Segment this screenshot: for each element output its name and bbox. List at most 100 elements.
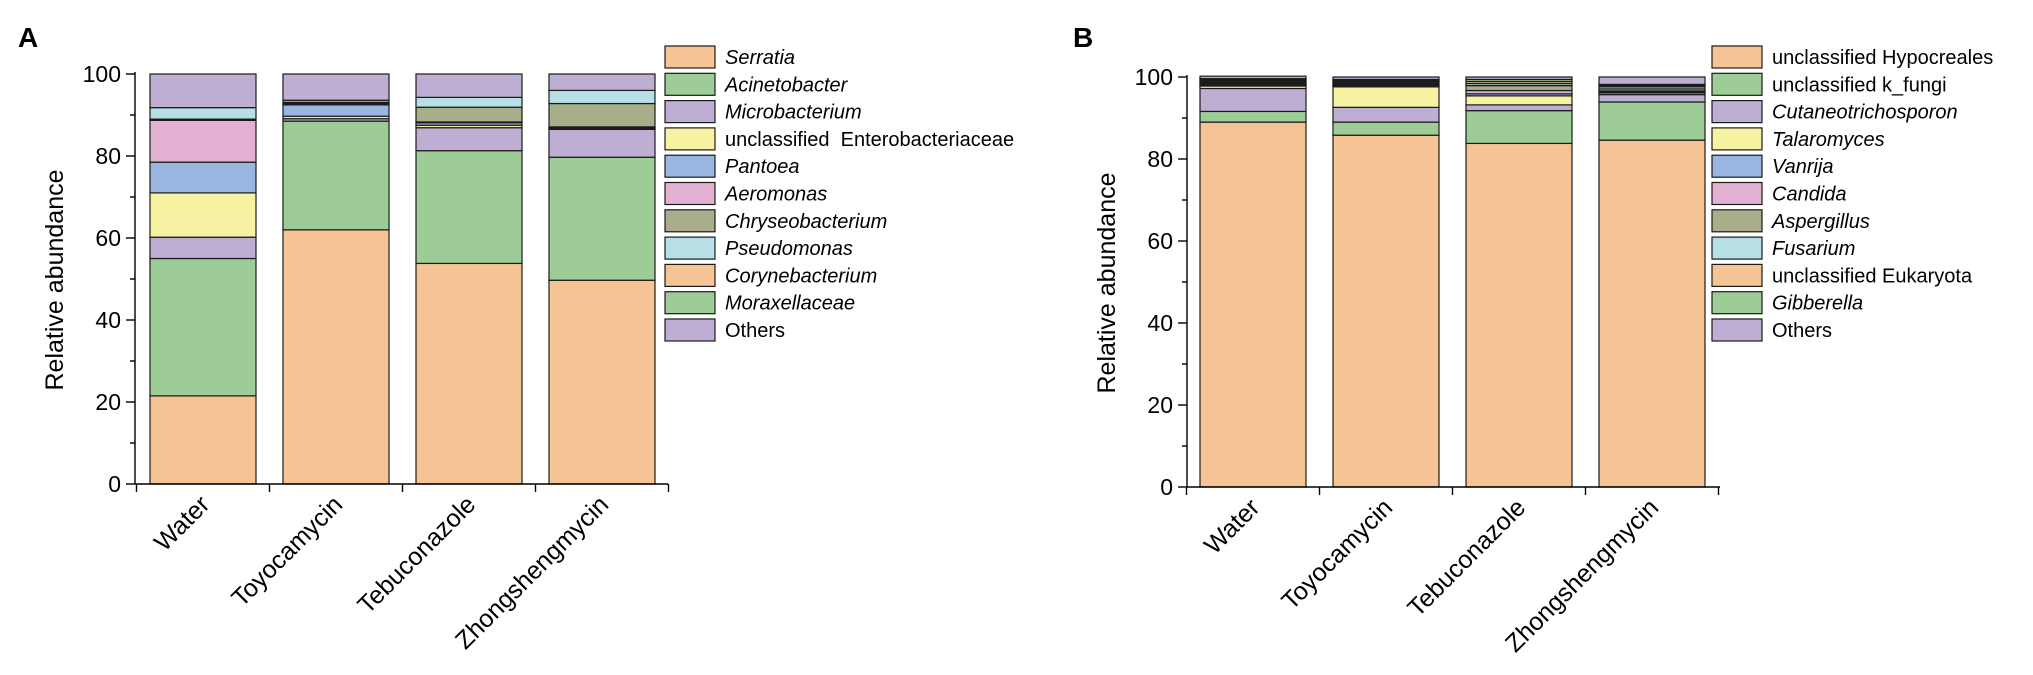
bar-segment-unclassified-hypocreales-zhongshengmycin bbox=[1598, 139, 1706, 488]
legend-swatch bbox=[664, 236, 716, 260]
bar-segment-serratia-tebuconazole bbox=[415, 262, 523, 485]
legend-item-vanrija: Vanrija bbox=[1711, 154, 1834, 178]
legend-swatch bbox=[664, 72, 716, 96]
legend-label: Pseudomonas bbox=[725, 238, 853, 260]
legend-swatch bbox=[664, 45, 716, 69]
bar-segment-chryseobacterium-zhongshengmycin bbox=[548, 102, 656, 128]
legend-item-fusarium: Fusarium bbox=[1711, 236, 1855, 260]
legend-label: Talaromyces bbox=[1772, 129, 1885, 151]
y-tick-label: 60 bbox=[1147, 228, 1173, 254]
y-tick-label: 0 bbox=[1160, 474, 1173, 500]
legend-label: Cutaneotrichosporon bbox=[1772, 102, 1958, 124]
legend-label: Others bbox=[725, 320, 785, 342]
y-tick-label: 80 bbox=[1147, 146, 1173, 172]
legend-item-unclassified-enterobacteriaceae: unclassified Enterobacteriaceae bbox=[664, 127, 1014, 151]
bar-segment-unclassified-k-fungi-toyocamycin bbox=[1332, 121, 1440, 136]
bar-segment-aspergillus-tebuconazole bbox=[1465, 85, 1573, 92]
bar-segment-unclassified-hypocreales-tebuconazole bbox=[1465, 142, 1573, 488]
legend-item-candida: Candida bbox=[1711, 181, 1847, 206]
legend-item-gibberella: Gibberella bbox=[1711, 291, 1863, 315]
legend-item-unclassified-eukaryota: unclassified Eukaryota bbox=[1711, 263, 1973, 287]
legend-item-unclassified-k-fungi: unclassified k_fungi bbox=[1711, 72, 1947, 96]
y-tick-label: 80 bbox=[95, 143, 121, 169]
legend-item-microbacterium: Microbacterium bbox=[664, 99, 862, 124]
y-tick-label: 40 bbox=[1147, 310, 1173, 336]
bar-segment-serratia-water bbox=[149, 395, 257, 485]
legend-item-corynebacterium: Corynebacterium bbox=[664, 263, 877, 287]
bar-segment-others-tebuconazole bbox=[1465, 76, 1573, 81]
legend-item-aspergillus: Aspergillus bbox=[1711, 209, 1870, 233]
y-tick-label: 100 bbox=[83, 61, 121, 87]
bar-segment-aeromonas-water bbox=[149, 119, 257, 163]
legend-label: unclassified k_fungi bbox=[1772, 74, 1947, 96]
legend-item-unclassified-hypocreales: unclassified Hypocreales bbox=[1711, 45, 1993, 69]
legend-label: Aspergillus bbox=[1771, 211, 1870, 233]
legend-label: unclassified Hypocreales bbox=[1772, 47, 1993, 69]
legend-swatch bbox=[664, 127, 716, 151]
legend-item-pantoea: Pantoea bbox=[664, 154, 800, 178]
legend-label: unclassified Eukaryota bbox=[1772, 265, 1973, 287]
legend-swatch bbox=[1711, 99, 1763, 124]
legend-label: Microbacterium bbox=[725, 102, 862, 124]
legend-swatch bbox=[1711, 181, 1763, 206]
bar-segment-microbacterium-tebuconazole bbox=[415, 127, 523, 152]
bar-segment-serratia-zhongshengmycin bbox=[548, 279, 656, 485]
y-tick-label: 20 bbox=[1147, 392, 1173, 418]
bar-segment-others-toyocamycin bbox=[1332, 76, 1440, 81]
legend-swatch bbox=[664, 263, 716, 287]
legend-swatch bbox=[664, 154, 716, 178]
bar-segment-others-zhongshengmycin bbox=[548, 73, 656, 91]
legend-item-others: Others bbox=[664, 318, 785, 342]
bar-segment-others-water bbox=[149, 73, 257, 109]
x-tick-label: Toyocamycin bbox=[226, 490, 348, 612]
bar-segment-unclassified-k-fungi-water bbox=[1199, 110, 1307, 123]
legend-label: Gibberella bbox=[1772, 293, 1863, 315]
panel-letter: B bbox=[1073, 22, 1093, 53]
bar-segment-cutaneotrichosporon-water bbox=[1199, 87, 1307, 113]
legend-item-aeromonas: Aeromonas bbox=[664, 181, 827, 206]
legend-swatch bbox=[1711, 72, 1763, 96]
bar-segment-pseudomonas-water bbox=[149, 107, 257, 120]
legend-swatch bbox=[1711, 127, 1763, 151]
bar-segment-others-toyocamycin bbox=[282, 73, 390, 101]
legend-item-serratia: Serratia bbox=[664, 45, 795, 69]
y-axis-title: Relative abundance bbox=[1093, 173, 1121, 394]
legend-swatch bbox=[1711, 45, 1763, 69]
legend-swatch bbox=[1711, 291, 1763, 315]
bar-segment-chryseobacterium-tebuconazole bbox=[415, 106, 523, 123]
legend-label: Aeromonas bbox=[724, 184, 827, 206]
bar-segment-pseudomonas-zhongshengmycin bbox=[548, 89, 656, 105]
bar-segment-cutaneotrichosporon-toyocamycin bbox=[1332, 106, 1440, 123]
legend-item-pseudomonas: Pseudomonas bbox=[664, 236, 853, 260]
bar-segment-talaromyces-toyocamycin bbox=[1332, 86, 1440, 108]
legend-label: Vanrija bbox=[1772, 156, 1834, 178]
y-tick-label: 40 bbox=[95, 307, 121, 333]
legend-item-moraxellaceae: Moraxellaceae bbox=[664, 291, 855, 315]
bar-segment-acinetobacter-water bbox=[149, 257, 257, 397]
legend-label: Others bbox=[1772, 320, 1832, 342]
x-tick-label: Toyocamycin bbox=[1276, 493, 1398, 615]
bar-segment-acinetobacter-tebuconazole bbox=[415, 150, 523, 265]
legend-swatch bbox=[1711, 263, 1763, 287]
legend-item-talaromyces: Talaromyces bbox=[1711, 127, 1885, 151]
legend-label: Moraxellaceae bbox=[725, 293, 855, 315]
bar-segment-unclassified-k-fungi-tebuconazole bbox=[1465, 110, 1573, 145]
bar-segment-others-water bbox=[1199, 75, 1307, 80]
bar-segment-unclassified-hypocreales-water bbox=[1199, 121, 1307, 488]
bar-segment-serratia-toyocamycin bbox=[282, 229, 390, 485]
legend-item-chryseobacterium: Chryseobacterium bbox=[664, 209, 887, 233]
x-tick-label: Tebuconazole bbox=[1402, 493, 1531, 622]
bar-segment-cutaneotrichosporon-zhongshengmycin bbox=[1598, 94, 1706, 103]
legend-label: Chryseobacterium bbox=[725, 211, 887, 233]
legend-swatch bbox=[1711, 209, 1763, 233]
legend-label: Candida bbox=[1772, 184, 1847, 206]
legend-label: Serratia bbox=[725, 47, 795, 69]
legend-label: unclassified Enterobacteriaceae bbox=[725, 129, 1014, 151]
legend-swatch bbox=[664, 291, 716, 315]
legend-swatch bbox=[1711, 318, 1763, 342]
legend-swatch bbox=[664, 209, 716, 233]
legend-item-acinetobacter: Acinetobacter bbox=[664, 72, 849, 96]
